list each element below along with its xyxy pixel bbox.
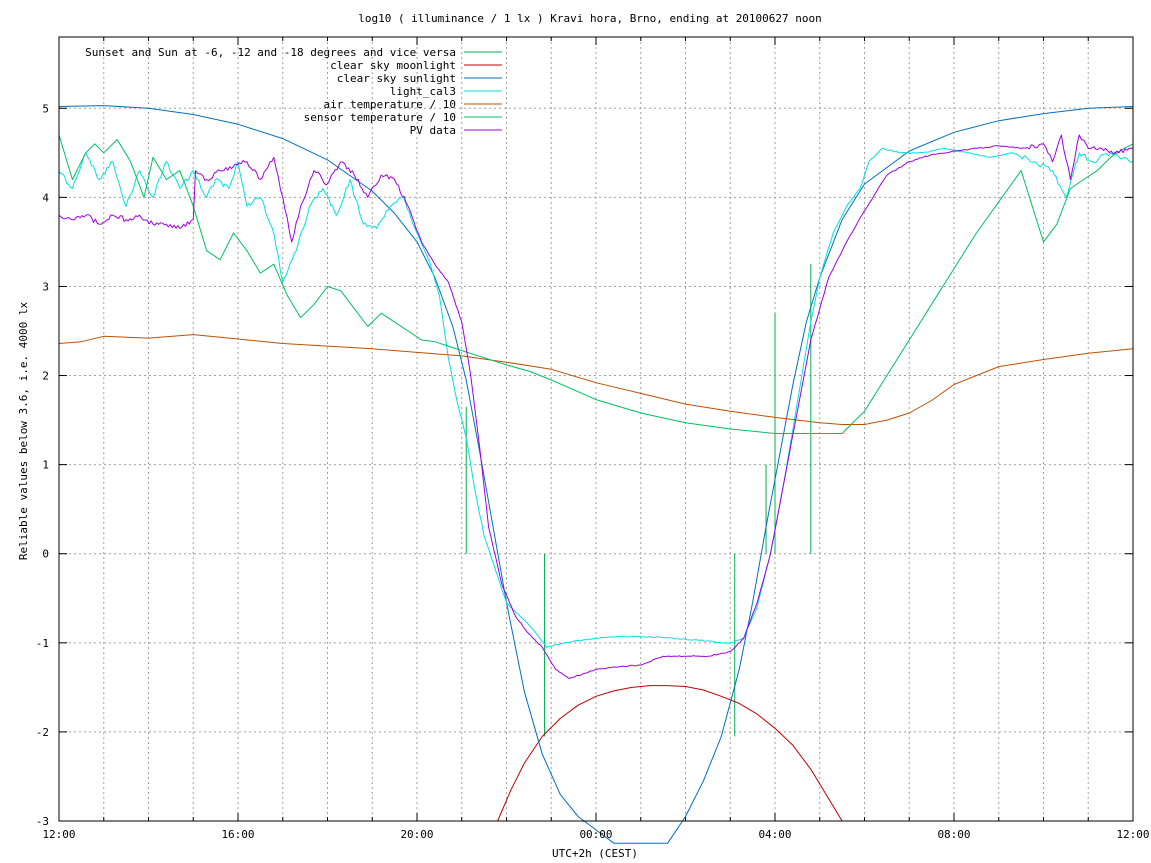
series-line-6 <box>58 134 1134 679</box>
legend-label: sensor temperature / 10 <box>304 111 456 124</box>
x-tick-label: 04:00 <box>758 828 791 841</box>
x-axis-label: UTC+2h (CEST) <box>552 847 638 860</box>
x-tick-label: 08:00 <box>937 828 970 841</box>
legend: Sunset and Sun at -6, -12 and -18 degree… <box>85 46 502 137</box>
plot-series <box>58 105 1134 844</box>
legend-label: light_cal3 <box>390 85 456 98</box>
series-line-2 <box>58 105 1134 844</box>
y-tick-label: 2 <box>42 370 49 383</box>
x-tick-label: 12:00 <box>42 828 75 841</box>
grid <box>59 37 1133 821</box>
y-tick-label: -1 <box>36 637 49 650</box>
chart-title: log10 ( illuminance / 1 lx ) Kravi hora,… <box>358 12 822 25</box>
axis-ticks: 12:00 16:00 20:00 00:00 04:00 08:00 12:00-3-2-… <box>36 37 1150 841</box>
legend-label: air temperature / 10 <box>324 98 456 111</box>
y-tick-label: 5 <box>42 102 49 115</box>
series-line-5 <box>58 134 1134 434</box>
legend-label: Sunset and Sun at -6, -12 and -18 degree… <box>85 46 456 59</box>
x-tick-label: 20:00 <box>400 828 433 841</box>
x-tick-label: 12:00 <box>1116 828 1149 841</box>
y-tick-label: 1 <box>42 459 49 472</box>
y-tick-label: 3 <box>42 280 49 293</box>
legend-label: PV data <box>410 124 456 137</box>
series-line-1 <box>497 685 843 822</box>
series-line-4 <box>58 334 1134 425</box>
legend-label: clear sky sunlight <box>337 72 456 85</box>
x-tick-label: 16:00 <box>221 828 254 841</box>
y-tick-label: 4 <box>42 191 49 204</box>
legend-label: clear sky moonlight <box>330 59 456 72</box>
y-tick-label: -3 <box>36 815 49 828</box>
y-tick-label: 0 <box>42 548 49 561</box>
x-tick-label: 00:00 <box>579 828 612 841</box>
series-line-3 <box>58 147 1134 648</box>
y-tick-label: -2 <box>36 726 49 739</box>
y-axis-label: Reliable values below 3.6, i.e. 4000 lx <box>17 301 30 560</box>
